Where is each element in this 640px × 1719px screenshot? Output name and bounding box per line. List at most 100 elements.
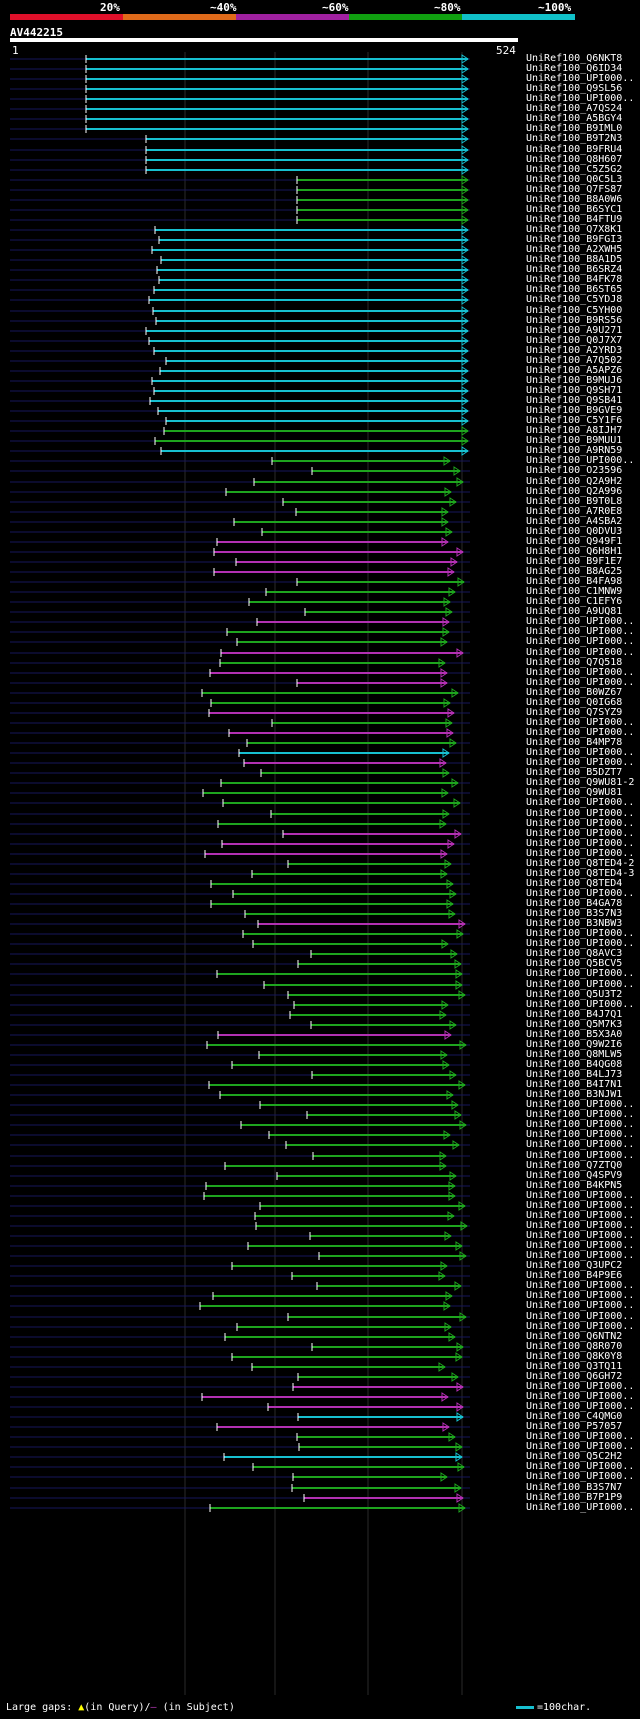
- hit-label[interactable]: UniRef100_A7Q502: [526, 355, 623, 366]
- hit-label[interactable]: UniRef100_B9GVE9: [526, 405, 623, 416]
- hit-label[interactable]: UniRef100_UPI000..: [526, 938, 635, 949]
- hit-label[interactable]: UniRef100_C1MNW9: [526, 586, 623, 597]
- hit-label[interactable]: UniRef100_UPI000..: [526, 727, 635, 738]
- hit-label[interactable]: UniRef100_Q9W2I6: [526, 1039, 623, 1050]
- hit-label[interactable]: UniRef100_UPI000..: [526, 1461, 635, 1472]
- hit-label[interactable]: UniRef100_Q9WU81-2: [526, 777, 635, 788]
- hit-label[interactable]: UniRef100_A9U271: [526, 325, 623, 336]
- hit-label[interactable]: UniRef100_UPI000..: [526, 1230, 635, 1241]
- hit-label[interactable]: UniRef100_B6SYC1: [526, 204, 623, 215]
- hit-label[interactable]: UniRef100_B3S7N3: [526, 908, 623, 919]
- hit-label[interactable]: UniRef100_UPI000..: [526, 757, 635, 768]
- hit-label[interactable]: UniRef100_UPI000..: [526, 1109, 635, 1120]
- hit-label[interactable]: UniRef100_UPI000..: [526, 1099, 635, 1110]
- hit-label[interactable]: UniRef100_Q7ZTQ0: [526, 1160, 623, 1171]
- hit-label[interactable]: UniRef100_UPI000..: [526, 1220, 635, 1231]
- hit-label[interactable]: UniRef100_UPI000..: [526, 1119, 635, 1130]
- hit-label[interactable]: UniRef100_A4SBA2: [526, 516, 623, 527]
- hit-label[interactable]: UniRef100_UPI000..: [526, 455, 635, 466]
- hit-label[interactable]: UniRef100_B9MUJ6: [526, 375, 623, 386]
- hit-label[interactable]: UniRef100_C5Y1F6: [526, 415, 623, 426]
- hit-label[interactable]: UniRef100_Q6NKT8: [526, 53, 623, 64]
- hit-label[interactable]: UniRef100_UPI000..: [526, 1150, 635, 1161]
- hit-label[interactable]: UniRef100_Q4SPV9: [526, 1170, 623, 1181]
- hit-label[interactable]: UniRef100_Q8TED4: [526, 878, 623, 889]
- hit-label[interactable]: UniRef100_A9UQ81: [526, 606, 623, 617]
- hit-label[interactable]: UniRef100_UPI000..: [526, 647, 635, 658]
- hit-label[interactable]: UniRef100_UPI000..: [526, 73, 635, 84]
- hit-label[interactable]: UniRef100_Q949F1: [526, 536, 623, 547]
- hit-label[interactable]: UniRef100_B9RS56: [526, 315, 623, 326]
- hit-label[interactable]: UniRef100_Q6GH72: [526, 1371, 623, 1382]
- hit-label[interactable]: UniRef100_B4P9E6: [526, 1270, 623, 1281]
- hit-label[interactable]: UniRef100_Q7FS87: [526, 184, 623, 195]
- hit-label[interactable]: UniRef100_Q7SYZ9: [526, 707, 623, 718]
- hit-label[interactable]: UniRef100_B9FRU4: [526, 144, 623, 155]
- hit-label[interactable]: UniRef100_B4FK78: [526, 274, 623, 285]
- hit-label[interactable]: UniRef100_B8A0W6: [526, 194, 623, 205]
- hit-label[interactable]: UniRef100_UPI000..: [526, 808, 635, 819]
- hit-label[interactable]: UniRef100_Q5U3T2: [526, 989, 623, 1000]
- hit-label[interactable]: UniRef100_UPI000..: [526, 636, 635, 647]
- hit-label[interactable]: UniRef100_B4MP78: [526, 737, 623, 748]
- hit-label[interactable]: UniRef100_B5X3A0: [526, 1029, 623, 1040]
- hit-label[interactable]: UniRef100_B4KPN5: [526, 1180, 623, 1191]
- hit-label[interactable]: UniRef100_B7P1P9: [526, 1492, 623, 1503]
- hit-label[interactable]: UniRef100_Q0J7X7: [526, 335, 623, 346]
- hit-label[interactable]: UniRef100_Q9WU81: [526, 787, 623, 798]
- hit-label[interactable]: UniRef100_UPI000..: [526, 1210, 635, 1221]
- hit-label[interactable]: UniRef100_UPI000..: [526, 1441, 635, 1452]
- hit-label[interactable]: UniRef100_B4FTU9: [526, 214, 623, 225]
- hit-label[interactable]: UniRef100_UPI000..: [526, 979, 635, 990]
- hit-label[interactable]: UniRef100_Q7X8K1: [526, 224, 623, 235]
- hit-label[interactable]: UniRef100_UPI000..: [526, 1471, 635, 1482]
- hit-label[interactable]: UniRef100_Q9SB41: [526, 395, 623, 406]
- hit-label[interactable]: UniRef100_UPI000..: [526, 677, 635, 688]
- hit-label[interactable]: UniRef100_UPI000..: [526, 1240, 635, 1251]
- hit-label[interactable]: UniRef100_UPI000..: [526, 1139, 635, 1150]
- hit-label[interactable]: UniRef100_C5Z5G2: [526, 164, 623, 175]
- hit-label[interactable]: UniRef100_A2YRD3: [526, 345, 623, 356]
- hit-label[interactable]: UniRef100_A8IJH7: [526, 425, 623, 436]
- hit-label[interactable]: UniRef100_UPI000..: [526, 616, 635, 627]
- hit-label[interactable]: UniRef100_A5BGY4: [526, 113, 623, 124]
- hit-label[interactable]: UniRef100_UPI000..: [526, 848, 635, 859]
- hit-label[interactable]: UniRef100_UPI000..: [526, 1129, 635, 1140]
- hit-label[interactable]: UniRef100_B4LJ73: [526, 1069, 623, 1080]
- hit-label[interactable]: UniRef100_UPI000..: [526, 1190, 635, 1201]
- hit-label[interactable]: UniRef100_Q7Q518: [526, 657, 623, 668]
- hit-label[interactable]: UniRef100_Q8H607: [526, 154, 623, 165]
- hit-label[interactable]: UniRef100_Q2A996: [526, 486, 623, 497]
- hit-label[interactable]: UniRef100_Q5BCV5: [526, 958, 623, 969]
- hit-label[interactable]: UniRef100_Q8TED4-3: [526, 868, 635, 879]
- hit-label[interactable]: UniRef100_UPI000..: [526, 667, 635, 678]
- hit-label[interactable]: UniRef100_Q5M7K3: [526, 1019, 623, 1030]
- hit-label[interactable]: UniRef100_UPI000..: [526, 1431, 635, 1442]
- hit-label[interactable]: UniRef100_UPI000..: [526, 928, 635, 939]
- hit-label[interactable]: UniRef100_UPI000..: [526, 818, 635, 829]
- hit-label[interactable]: UniRef100_B4GA78: [526, 898, 623, 909]
- hit-label[interactable]: UniRef100_UPI000..: [526, 1200, 635, 1211]
- hit-label[interactable]: UniRef100_B6ST65: [526, 284, 623, 295]
- hit-label[interactable]: UniRef100_P57057: [526, 1421, 623, 1432]
- hit-label[interactable]: UniRef100_UPI000..: [526, 797, 635, 808]
- hit-label[interactable]: UniRef100_UPI000..: [526, 1502, 635, 1513]
- hit-label[interactable]: UniRef100_UPI000..: [526, 1381, 635, 1392]
- hit-label[interactable]: UniRef100_B9MUU1: [526, 435, 623, 446]
- hit-label[interactable]: UniRef100_B4J7Q1: [526, 1009, 623, 1020]
- hit-label[interactable]: UniRef100_Q6NTN2: [526, 1331, 623, 1342]
- hit-label[interactable]: UniRef100_UPI000..: [526, 1321, 635, 1332]
- hit-label[interactable]: UniRef100_UPI000..: [526, 1311, 635, 1322]
- hit-label[interactable]: UniRef100_Q0IG68: [526, 697, 623, 708]
- hit-label[interactable]: UniRef100_A5APZ6: [526, 365, 623, 376]
- hit-label[interactable]: UniRef100_Q0C5L3: [526, 174, 623, 185]
- hit-label[interactable]: UniRef100_Q2A9H2: [526, 476, 623, 487]
- hit-label[interactable]: UniRef100_B9FGI3: [526, 234, 623, 245]
- hit-label[interactable]: UniRef100_B6SRZ4: [526, 264, 623, 275]
- hit-label[interactable]: UniRef100_UPI000..: [526, 717, 635, 728]
- hit-label[interactable]: UniRef100_B0WZ67: [526, 687, 623, 698]
- hit-label[interactable]: UniRef100_A7QS24: [526, 103, 623, 114]
- hit-label[interactable]: UniRef100_B9IML0: [526, 123, 623, 134]
- hit-label[interactable]: UniRef100_UPI000..: [526, 828, 635, 839]
- hit-label[interactable]: UniRef100_Q6H8H1: [526, 546, 623, 557]
